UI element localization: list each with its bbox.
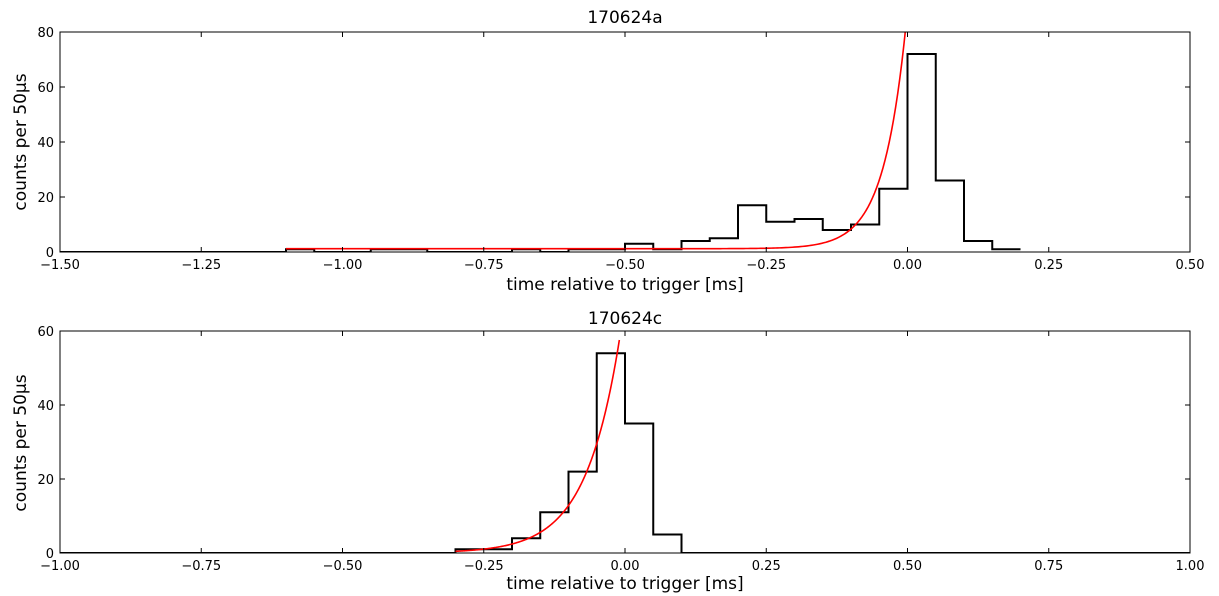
histogram-series: [60, 53, 1021, 252]
x-tick-label: 0.25: [752, 559, 781, 574]
x-tick-label: 0.75: [1034, 559, 1063, 574]
chart-title: 170624c: [588, 309, 662, 329]
y-tick-label: 60: [37, 81, 54, 96]
x-tick-label: 0.25: [1034, 258, 1063, 273]
panel-170624c: 170624c time relative to trigger [ms] co…: [11, 309, 1204, 594]
x-tick-label: −1.50: [40, 258, 80, 273]
y-tick-label: 20: [37, 473, 54, 488]
x-tick-label: −1.00: [40, 559, 80, 574]
x-tick-label: 0.00: [611, 559, 640, 574]
plot-area: −1.50 −1.25 −1.00 −0.75 −0.50 −0.25 0.00 0.25 0.…: [37, 26, 1205, 273]
x-tick-label: 0.00: [893, 258, 922, 273]
chart-title: 170624a: [587, 8, 662, 28]
x-axis-label: time relative to trigger [ms]: [506, 574, 743, 594]
x-tick-label: −0.25: [464, 559, 504, 574]
fit-curve-series: [455, 339, 621, 553]
panel-170624a: 170624a time relative to trigger [ms] co…: [11, 8, 1205, 295]
y-tick-label: 0: [46, 547, 54, 562]
y-tick-label: 0: [46, 246, 54, 261]
plot-area: −1.00 −0.75 −0.50 −0.25 0.00 0.25 0.50 0.75 1.00…: [37, 325, 1204, 574]
x-tick-label: −1.25: [181, 258, 221, 273]
x-axis-label: time relative to trigger [ms]: [506, 275, 743, 295]
y-axis-label: counts per 50μs: [11, 374, 31, 511]
x-tick-label: −0.75: [464, 258, 504, 273]
x-tick-label: −1.00: [323, 258, 363, 273]
y-tick-label: 60: [37, 325, 54, 340]
fit-curve-series: [286, 32, 907, 250]
x-tick-label: 0.50: [893, 559, 922, 574]
x-tick-label: 1.00: [1176, 559, 1205, 574]
x-tick-label: −0.50: [605, 258, 645, 273]
y-tick-label: 40: [37, 136, 54, 151]
histogram-series: [60, 352, 1190, 553]
y-axis-label: counts per 50μs: [11, 73, 31, 210]
y-tick-label: 80: [37, 26, 54, 41]
y-tick-label: 20: [37, 191, 54, 206]
x-tick-label: −0.75: [181, 559, 221, 574]
y-tick-label: 40: [37, 399, 54, 414]
x-tick-label: −0.25: [746, 258, 786, 273]
axes-frame: [59, 31, 1191, 253]
x-tick-label: 0.50: [1176, 258, 1205, 273]
x-tick-label: −0.50: [323, 559, 363, 574]
